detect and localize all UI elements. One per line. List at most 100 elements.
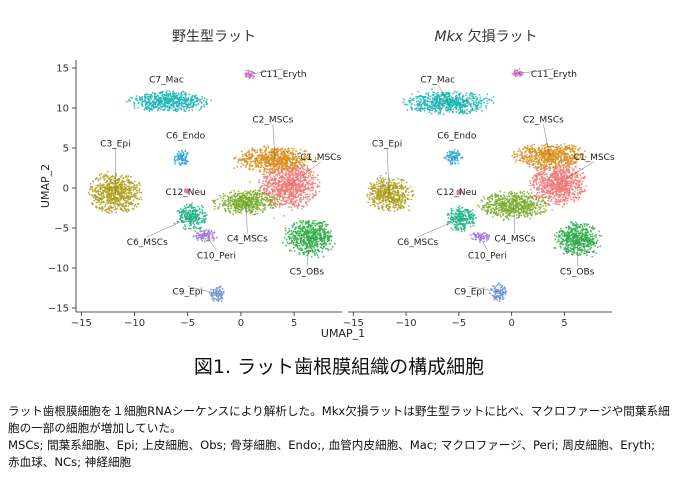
data-point	[305, 181, 308, 184]
data-point	[308, 198, 311, 201]
data-point	[225, 203, 228, 206]
data-point	[580, 177, 582, 180]
data-point	[229, 201, 232, 204]
data-point	[302, 198, 305, 201]
cluster-label-c9-epi: C9_Epi	[173, 287, 203, 297]
data-point	[101, 207, 104, 209]
data-point	[188, 93, 191, 96]
data-point	[263, 159, 266, 162]
data-point	[289, 194, 292, 197]
data-point	[281, 148, 284, 151]
data-point	[249, 203, 252, 206]
data-point	[313, 244, 316, 247]
data-point	[209, 232, 212, 235]
data-point	[307, 172, 310, 175]
data-point	[264, 158, 267, 161]
data-point	[529, 182, 532, 185]
data-point	[304, 155, 307, 158]
data-point	[294, 174, 296, 177]
data-point	[296, 174, 299, 176]
data-point	[286, 169, 288, 172]
data-point	[215, 236, 218, 239]
data-point	[296, 205, 299, 208]
data-point	[194, 219, 197, 222]
data-point	[236, 193, 239, 196]
data-point	[310, 178, 313, 181]
data-point	[96, 198, 99, 201]
data-point	[180, 108, 183, 111]
data-point	[288, 186, 291, 189]
data-point	[106, 186, 109, 188]
data-point	[91, 188, 93, 191]
data-point	[310, 255, 313, 258]
data-point	[138, 198, 141, 201]
data-point	[230, 205, 233, 208]
data-point	[258, 208, 261, 210]
data-point	[314, 224, 317, 227]
data-point	[245, 72, 248, 74]
data-point	[101, 189, 104, 192]
data-point	[227, 200, 230, 203]
data-point	[198, 236, 201, 239]
data-point	[266, 186, 269, 189]
data-point	[186, 103, 189, 106]
data-point	[197, 239, 199, 241]
data-point	[138, 188, 141, 190]
data-point	[296, 199, 298, 202]
cluster-label-c6-endo: C6_Endo	[166, 131, 206, 141]
data-point	[330, 239, 333, 242]
data-point	[235, 199, 238, 202]
data-point	[307, 176, 310, 179]
data-point	[275, 177, 277, 180]
x-tick-label: −15	[343, 318, 364, 329]
data-point	[221, 199, 224, 202]
data-point	[287, 156, 290, 159]
data-point	[200, 230, 203, 233]
data-point	[181, 210, 184, 213]
data-point	[212, 238, 215, 240]
data-point	[225, 199, 227, 202]
data-point	[102, 191, 105, 194]
data-point	[282, 198, 285, 200]
data-point	[101, 201, 104, 204]
cluster-points-c10-peri	[192, 229, 218, 243]
data-point	[261, 197, 264, 200]
data-point	[301, 208, 303, 211]
data-point	[235, 201, 238, 204]
data-point	[172, 101, 175, 104]
data-point	[103, 196, 106, 199]
data-point	[281, 180, 283, 183]
data-point	[284, 148, 286, 151]
cluster-points-c3-epi	[87, 170, 143, 215]
data-point	[275, 182, 277, 185]
data-point	[295, 183, 297, 186]
data-point	[192, 220, 195, 223]
data-point	[220, 196, 222, 199]
data-point	[287, 147, 290, 150]
data-point	[295, 158, 298, 160]
data-point	[182, 162, 185, 165]
data-point	[292, 183, 294, 186]
data-point	[206, 98, 209, 101]
data-point	[118, 200, 120, 202]
data-point	[184, 110, 187, 112]
data-point	[219, 194, 222, 197]
data-point	[177, 92, 180, 94]
data-point	[194, 216, 197, 219]
data-point	[188, 220, 190, 223]
data-point	[318, 232, 321, 235]
data-point	[107, 199, 109, 202]
data-point	[254, 213, 256, 216]
data-point	[234, 192, 237, 195]
data-point	[244, 198, 247, 201]
data-point	[240, 192, 243, 195]
data-point	[98, 206, 101, 209]
panel-title-italic: Mkx	[435, 29, 464, 45]
data-point	[251, 153, 253, 155]
data-point	[131, 97, 134, 99]
data-point	[240, 198, 243, 201]
plot-area: −15 −10 −5 0 5−15−10−5051015C1_MSCsC2_MSCsC3…	[48, 60, 342, 329]
data-point	[158, 96, 160, 99]
data-point	[138, 191, 141, 194]
data-point	[133, 184, 136, 187]
